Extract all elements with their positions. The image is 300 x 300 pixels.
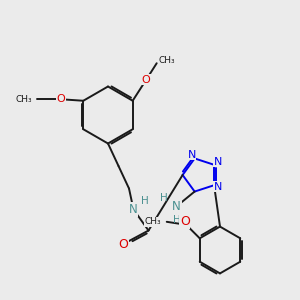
- Text: CH₃: CH₃: [16, 95, 32, 104]
- Text: N: N: [172, 200, 181, 213]
- Text: N: N: [129, 203, 138, 216]
- Text: N: N: [214, 182, 222, 192]
- Text: O: O: [56, 94, 65, 104]
- Text: H: H: [173, 215, 181, 225]
- Text: H: H: [160, 194, 168, 203]
- Text: O: O: [142, 75, 151, 85]
- Text: O: O: [180, 215, 190, 228]
- Text: CH₃: CH₃: [145, 217, 161, 226]
- Text: H: H: [141, 196, 149, 206]
- Text: CH₃: CH₃: [159, 56, 175, 65]
- Text: O: O: [118, 238, 128, 250]
- Text: N: N: [214, 157, 222, 167]
- Text: N: N: [188, 150, 196, 160]
